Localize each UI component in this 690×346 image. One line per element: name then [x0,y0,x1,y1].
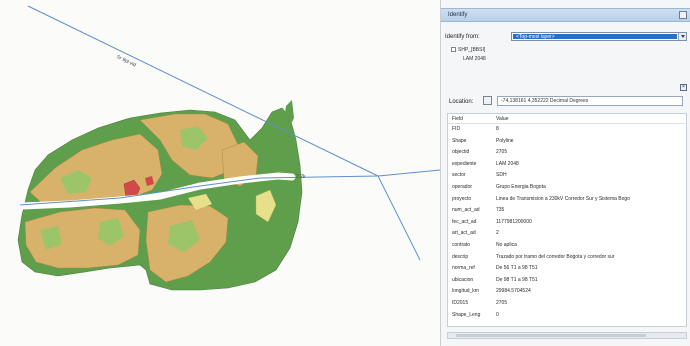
tree-layer-node[interactable]: SHP_[BBSI] [451,47,485,53]
light-patch-center [188,194,212,210]
crop-patch-southwest [24,207,141,269]
tree-feature-node[interactable]: LAM 2048 [463,56,486,62]
location-icon[interactable] [483,96,492,105]
grid-header: Field Value [448,114,686,124]
table-row[interactable]: FID 8 [448,126,686,134]
urban-area [123,179,141,199]
field-name: Shape [452,137,467,144]
field-value: 29984.5704524 [496,288,531,295]
identify-panel: Identify Identify from: <Top-most layer>… [440,0,690,346]
field-name: art_act_ad [452,230,476,237]
field-value: No aplica [496,242,517,248]
field-value: 1177981200000 [496,218,532,225]
field-name: longitud_km [452,288,479,295]
tree-feature-label: LAM 2048 [463,56,486,62]
field-name: ID2015 [452,300,469,306]
table-row[interactable]: operador Grupo Energia Bogota [448,184,686,192]
table-row[interactable]: longitud_km 29984.5704524 [448,288,686,296]
table-row[interactable]: ID2015 2705 [448,300,686,308]
identify-results-grid: Field Value FID 8 Shape Polyline objectid 270… [447,113,687,327]
field-value: De 98 T1 a 98 T51 [496,276,538,283]
transmission-line-main[interactable] [19,169,440,206]
field-value: 735 [496,207,505,214]
field-name: ubicacion [452,276,474,283]
corridor-buffer [18,172,296,210]
field-name: descrip [452,253,469,260]
horizontal-scrollbar[interactable] [447,332,687,339]
map-view[interactable]: Sr 9pl vid 2.2k [0,0,440,346]
field-name: expediente [452,160,477,167]
table-row[interactable]: Shape_Leng 0 [448,312,686,320]
table-row[interactable]: expediente LAM 2048 [448,161,686,169]
forest-spur [284,100,294,130]
field-name: fec_act_ad [452,218,477,225]
scrollbar-thumb[interactable] [456,334,646,337]
field-name: norma_ref [452,265,475,272]
table-row[interactable]: proyecto Linea de Transmision a 230kV Cor… [448,196,686,204]
transmission-line-south[interactable] [377,175,421,261]
field-value: 2 [496,230,499,237]
column-header-field: Field [452,116,463,122]
field-name: Shape_Leng [452,311,481,318]
field-value: 2705 [496,149,508,156]
map-canvas[interactable] [0,0,440,346]
grass-patch-1 [60,170,92,194]
table-row[interactable]: descrip Trazado por tramo del corredor Bo… [448,254,686,262]
table-row[interactable]: objectid 2705 [448,149,686,157]
transmission-line-diagonal[interactable] [27,5,379,177]
dock-button[interactable] [679,11,687,19]
grass-patch-5 [40,226,62,250]
identify-from-value: <Top-most layer> [513,34,677,39]
road-label-middle: 2.2k [296,174,306,180]
tree-layer-label: SHP_[BBSI] [458,47,486,53]
table-row[interactable]: contrato No aplica [448,242,686,250]
identify-title: Identify [448,12,468,18]
field-name: sector [452,172,466,179]
identify-titlebar[interactable]: Identify [441,8,690,22]
table-row[interactable]: Shape Polyline [448,138,686,146]
table-row[interactable]: fec_act_ad 1177981200000 [448,219,686,227]
collapse-icon[interactable] [451,47,456,53]
chevron-down-icon[interactable] [678,33,686,40]
table-row[interactable]: sector SDH [448,172,686,180]
field-name: operador [452,184,473,190]
light-patch-east [255,189,277,223]
location-field: -74,138161 4,352222 Decimal Degrees [497,96,683,106]
field-name: proyecto [452,195,472,202]
field-value: 0 [496,311,499,318]
urban-area-2 [145,176,154,186]
field-value: LAM 2048 [496,160,519,167]
close-icon[interactable]: × [680,84,687,91]
field-value: Polyline [496,137,514,144]
field-value: Linea de Transmision a 230kV Corredor Su… [496,195,630,202]
field-name: FID [452,126,461,132]
location-label: Location: [449,99,474,105]
grass-patch-3 [98,218,124,246]
field-name: contrato [452,242,471,248]
table-row[interactable]: ubicacion De 98 T1 a 98 T51 [448,277,686,285]
grass-patch-2 [180,126,208,150]
identify-from-label: Identify from: [445,34,480,40]
identify-from-dropdown[interactable]: <Top-most layer> [511,32,687,41]
field-value: SDH [496,172,507,179]
field-name: num_act_ad [452,207,480,214]
field-name: objectid [452,149,470,156]
field-value: Grupo Energia Bogota [496,184,546,190]
column-header-value: Value [496,116,509,122]
grass-patch-4 [168,220,200,252]
field-value: 2705 [496,300,508,306]
table-row[interactable]: art_act_ad 2 [448,230,686,238]
table-row[interactable]: norma_ref De 56 T1 a 98 T51 [448,265,686,273]
field-value: 8 [496,126,499,132]
table-row[interactable]: num_act_ad 735 [448,207,686,215]
field-value: De 56 T1 a 98 T51 [496,265,538,272]
field-value: Trazado por tramo del corredor Bogota y … [496,253,615,260]
